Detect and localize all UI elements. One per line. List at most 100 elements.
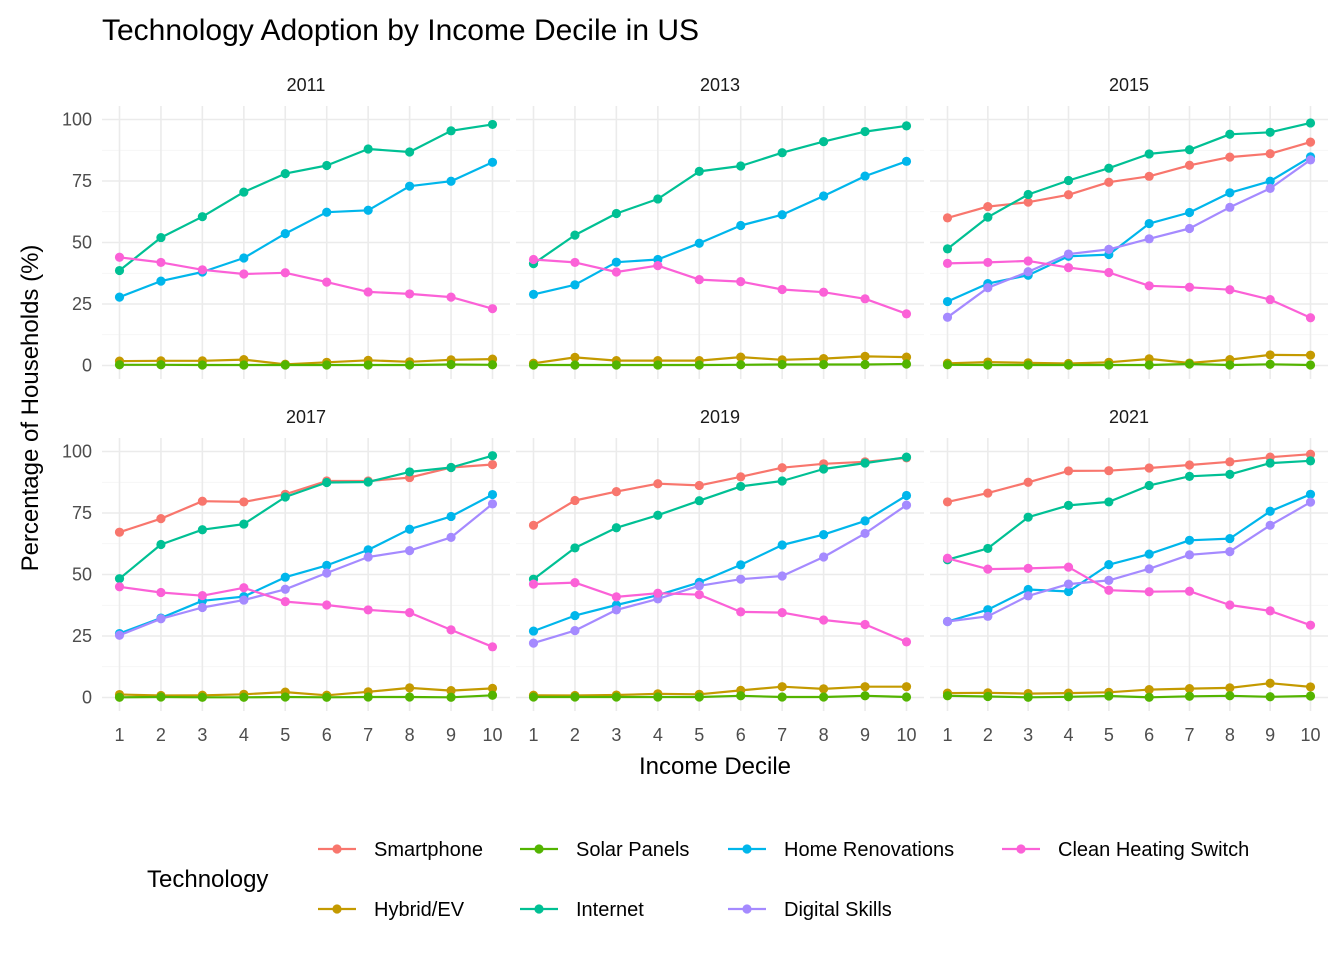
data-point [405, 692, 415, 702]
data-point [280, 268, 290, 278]
data-point [1184, 460, 1195, 470]
data-point [239, 519, 249, 529]
data-point [363, 605, 373, 615]
data-point [114, 574, 125, 584]
data-point [239, 692, 249, 702]
data-point [322, 360, 332, 370]
data-point [405, 546, 415, 556]
data-point [446, 692, 456, 702]
data-point [1063, 360, 1074, 370]
data-point [528, 360, 539, 370]
data-point [446, 176, 456, 186]
data-point [156, 587, 166, 598]
data-point [611, 692, 621, 702]
data-point [1184, 684, 1195, 694]
series-internet [528, 452, 912, 584]
data-point [901, 359, 912, 369]
data-point [1225, 202, 1235, 212]
data-point [1144, 692, 1154, 702]
data-point [1265, 506, 1275, 516]
data-point [694, 496, 704, 506]
series-clean-heating-switch [114, 582, 498, 652]
series-line [119, 256, 493, 310]
data-point [983, 283, 993, 293]
series-internet [942, 118, 1316, 254]
data-point [280, 360, 290, 370]
data-point [156, 614, 166, 624]
x-tick-label: 5 [694, 725, 704, 745]
data-point [1144, 360, 1154, 370]
data-point [1144, 218, 1154, 229]
data-point [156, 276, 166, 286]
data-point [694, 480, 704, 491]
data-point [983, 201, 993, 212]
data-point [983, 360, 993, 370]
series-line [533, 504, 908, 645]
data-point [405, 608, 415, 618]
series-line [947, 459, 1311, 561]
data-point [114, 527, 125, 537]
series-solar-panels [942, 691, 1316, 702]
data-point [1023, 197, 1033, 207]
data-point [114, 252, 125, 262]
panel-strip-label: 2013 [700, 75, 740, 95]
data-point [197, 265, 207, 275]
y-tick-label: 0 [82, 356, 92, 376]
series-line [947, 694, 1311, 699]
data-point [239, 253, 249, 263]
data-point [1265, 606, 1275, 616]
data-point [1144, 281, 1154, 291]
data-point [1225, 152, 1235, 162]
data-point [322, 560, 332, 570]
data-point [528, 254, 539, 265]
data-point [446, 686, 456, 696]
data-point [860, 171, 870, 181]
data-point [322, 160, 332, 171]
data-point [1265, 127, 1275, 137]
data-point [819, 692, 829, 702]
data-point [570, 625, 580, 636]
data-point [1225, 188, 1235, 198]
data-point [487, 683, 498, 693]
panel-2021: 2021 1 2 3 4 5 6 7 8 9 10 [930, 407, 1328, 745]
series-line [533, 355, 907, 365]
data-point [446, 462, 456, 473]
x-tick-label: 5 [1104, 725, 1114, 745]
data-point [405, 289, 415, 299]
data-point [280, 229, 290, 239]
data-point [653, 588, 663, 598]
data-point [860, 619, 870, 630]
data-point [901, 637, 912, 647]
data-point [1265, 294, 1275, 305]
data-point [322, 600, 332, 610]
data-point [736, 607, 746, 617]
legend-label: Solar Panels [576, 839, 689, 861]
data-point [363, 144, 373, 154]
data-point [1144, 564, 1154, 574]
data-point [860, 691, 870, 701]
series-line [947, 493, 1311, 623]
series-line [119, 463, 493, 534]
series-line [947, 501, 1312, 623]
series-line [532, 456, 907, 581]
data-point [1305, 313, 1316, 323]
data-point [1225, 469, 1235, 479]
data-point [819, 287, 829, 297]
data-point [611, 592, 621, 602]
x-tick-label: 10 [482, 725, 502, 745]
legend-title: Technology [147, 866, 268, 893]
data-point [114, 582, 125, 592]
x-tick-label: 3 [197, 725, 207, 745]
x-axis-title: Income Decile [639, 753, 791, 780]
data-point [487, 642, 498, 652]
data-point [322, 477, 332, 488]
data-point [1184, 359, 1195, 369]
x-tick-label: 1 [528, 725, 538, 745]
series-line [118, 454, 493, 580]
data-point [1184, 145, 1195, 155]
data-point [819, 552, 829, 562]
data-point [860, 516, 870, 526]
data-point [528, 638, 539, 648]
data-point [736, 691, 746, 701]
x-tick-label: 9 [446, 725, 456, 745]
